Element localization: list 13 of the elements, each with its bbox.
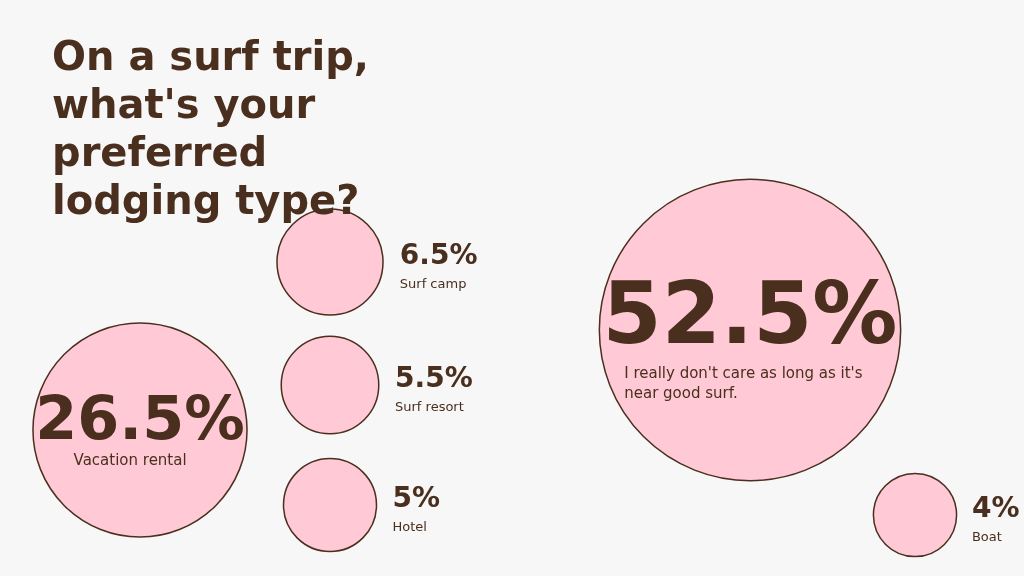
data-label: 4% [971, 491, 1020, 524]
category-label: Vacation rental [73, 451, 187, 470]
text: On a surf trip, what's your preferred lodging type? [52, 33, 370, 223]
category-label: I really don't care as long as it's near good surf. [624, 363, 863, 402]
data-label: 5% [392, 481, 441, 514]
category-label: Surf camp [399, 276, 467, 291]
data-label: 5.5% [395, 361, 473, 394]
category-label: Surf resort [395, 399, 464, 414]
data-label: 6.5% [399, 238, 478, 271]
category-label: Boat [971, 529, 1002, 544]
category-label: Hotel [392, 519, 427, 534]
data-label: 52.5% [602, 264, 898, 364]
data-label: 26.5% [35, 382, 245, 453]
